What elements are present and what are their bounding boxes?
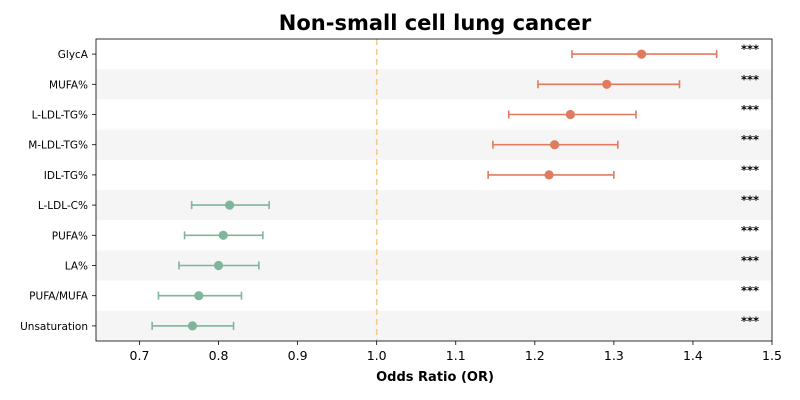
or-point: [549, 140, 560, 150]
or-point: [225, 200, 235, 210]
or-point: [213, 260, 224, 271]
x-tick-label: 0.8: [209, 348, 229, 363]
row-band: [96, 129, 772, 160]
x-axis-label: Odds Ratio (OR): [376, 370, 494, 385]
x-tick-label: 1.1: [446, 348, 466, 363]
row-marks-Unsaturation: [151, 321, 235, 331]
x-tick-label: 1.0: [367, 348, 387, 363]
significance-label: ***: [741, 103, 759, 117]
or-point: [565, 109, 575, 120]
row-marks-M-LDL-TG%: [492, 140, 619, 150]
significance-label: ***: [741, 254, 759, 268]
row-marks-IDL-TG%: [487, 170, 615, 180]
significance-label: ***: [741, 72, 759, 86]
y-tick-labels: GlycA MUFA% L-LDL-TG% M-LDL-TG% IDL-TG% L-LDL…: [20, 49, 96, 333]
x-tick-label: 1.4: [683, 348, 703, 363]
y-tick-label: Unsaturation: [20, 321, 88, 333]
row-marks-PUFA/MUFA: [157, 291, 243, 301]
y-tick-label: L-LDL-TG%: [32, 110, 88, 122]
or-point: [187, 321, 198, 331]
y-tick-label: MUFA%: [49, 79, 88, 91]
y-tick-label: IDL-TG%: [44, 170, 88, 182]
row-marks-LA%: [178, 260, 260, 271]
plot-frame: [95, 38, 773, 342]
x-tick-label: 0.9: [288, 348, 308, 363]
significance-label: ***: [741, 223, 759, 237]
row-marks-MUFA%: [537, 79, 681, 89]
or-point: [194, 291, 204, 301]
row-marks-PUFA%: [183, 230, 264, 240]
y-tick-label: LA%: [65, 261, 88, 273]
significance-label: ***: [741, 42, 759, 56]
or-point: [544, 170, 554, 180]
x-tick-label: 0.7: [130, 348, 150, 363]
significance-label: ***: [741, 284, 759, 298]
significance-label: ***: [741, 163, 759, 177]
significance-labels: *** *** *** *** *** *** *** *** *** ***: [741, 42, 759, 328]
row-marks-L-LDL-TG%: [507, 109, 637, 120]
or-point: [218, 230, 228, 240]
row-marks-GlycA: [571, 49, 718, 59]
x-tick-labels: 0.7 0.8 0.9 1.0 1.1 1.2 1.3 1.4 1.5: [130, 341, 782, 363]
significance-label: ***: [741, 314, 759, 328]
x-tick-label: 1.2: [525, 348, 545, 363]
y-tick-label: GlycA: [58, 49, 89, 61]
y-tick-label: L-LDL-C%: [38, 200, 88, 212]
data-marks: [151, 49, 718, 331]
x-tick-label: 1.5: [762, 348, 782, 363]
chart-title: Non-small cell lung cancer: [279, 11, 592, 35]
row-marks-L-LDL-C%: [190, 200, 270, 210]
or-point: [636, 49, 647, 59]
or-point: [602, 79, 612, 89]
significance-label: ***: [741, 193, 759, 207]
significance-label: ***: [741, 133, 759, 147]
y-tick-label: M-LDL-TG%: [28, 140, 88, 152]
y-tick-label: PUFA%: [52, 230, 88, 242]
y-tick-label: PUFA/MUFA: [29, 291, 89, 303]
x-tick-label: 1.3: [604, 348, 624, 363]
